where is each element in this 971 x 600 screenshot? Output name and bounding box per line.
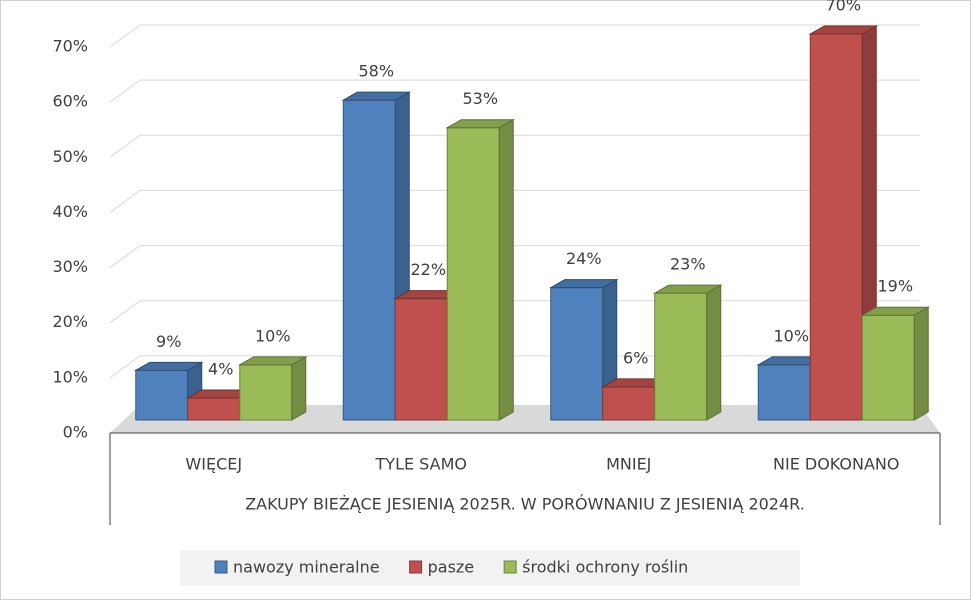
bar-front [757,364,811,421]
bar-front [861,314,915,421]
bar [237,355,308,421]
floor [110,405,940,433]
bar [860,306,931,421]
bar-front [446,127,500,421]
grid-line [109,189,920,213]
grid-line [109,79,920,103]
data-label: 9% [156,332,181,351]
bar-top [341,91,412,101]
y-tick-label: 10% [52,367,88,386]
legend-swatch [503,560,517,574]
data-label: 4% [208,359,233,378]
bar-side [498,118,514,421]
x-axis-title: ZAKUPY BIEŻĄCE JESIENIĄ 2025R. W PORÓWNA… [245,495,805,514]
data-label: 58% [358,62,394,81]
bar-top [548,279,619,289]
data-label: 24% [566,249,602,268]
bar-front [239,364,293,421]
data-label: 70% [825,0,861,15]
bar-side [706,284,722,421]
data-label: 6% [623,348,648,367]
x-tick-label: WIĘCEJ [185,455,242,474]
grid-line [109,245,920,268]
bar-front [135,369,189,421]
grid-line [109,24,920,48]
grid-line [109,134,920,158]
bar-top [237,356,308,366]
legend-label: nawozy mineralne [233,558,380,577]
bar-front [602,386,656,421]
data-label: 10% [773,326,809,345]
y-tick-label: 40% [52,202,88,221]
bar-side [291,355,307,421]
data-label: 22% [410,260,446,279]
legend-label: pasze [428,558,475,577]
bar-top [133,361,204,371]
bar-front [394,298,448,421]
x-tick-label: TYLE SAMO [375,455,467,474]
bar [341,91,412,421]
data-label: 19% [877,277,913,296]
bar-side [913,306,929,421]
bar-front [654,292,708,421]
y-tick-label: 70% [52,37,88,56]
legend-swatch [214,560,228,574]
bar [445,118,516,421]
bar-front [809,33,863,421]
y-tick-label: 50% [52,147,88,166]
bar-front [342,99,396,421]
bar [652,284,723,421]
bar-top [445,119,516,129]
y-tick-label: 30% [52,257,88,276]
bar-top [652,284,723,294]
bar-front [550,287,604,421]
x-tick-label: MNIEJ [606,455,651,474]
y-tick-label: 20% [52,312,88,331]
bar-top [860,306,931,316]
y-tick-label: 0% [63,423,88,442]
bar-front [187,397,241,421]
data-label: 53% [462,89,498,108]
legend-swatch [409,560,423,574]
data-label: 23% [670,255,706,274]
bar [600,378,671,421]
y-tick-label: 60% [52,92,88,111]
data-label: 10% [255,326,291,345]
x-tick-label: NIE DOKONANO [773,455,899,474]
legend-label: środki ochrony roślin [522,558,688,577]
bar-top [808,25,879,35]
legend-box [180,550,800,586]
